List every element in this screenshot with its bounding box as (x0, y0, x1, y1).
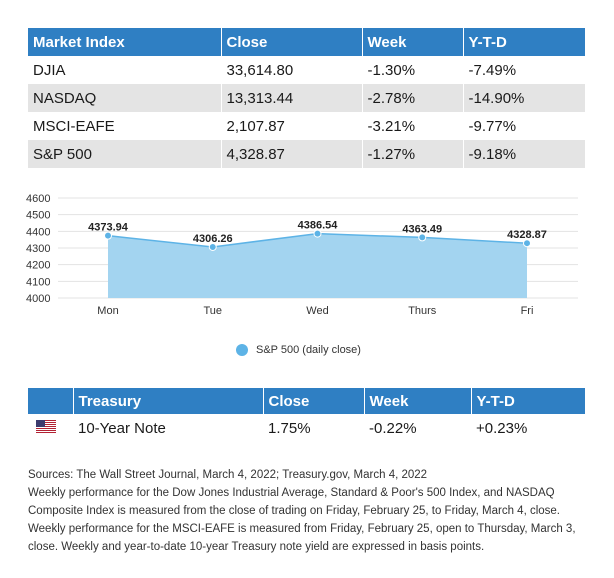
y-tick-label: 4300 (26, 243, 50, 255)
data-label: 4363.49 (402, 223, 442, 235)
market-table-header-row: Market Index Close Week Y-T-D (28, 28, 585, 56)
index-close: 13,313.44 (221, 84, 363, 112)
methodology-note-line: Composite Index is measured from the clo… (28, 505, 560, 517)
data-point (104, 231, 112, 240)
header-flag-spacer (28, 388, 74, 414)
header-week: Week (362, 28, 464, 56)
x-tick-label: Wed (306, 305, 328, 317)
x-tick-label: Fri (521, 305, 534, 317)
index-close: 2,107.87 (221, 112, 363, 140)
sp500-chart-svg: 4000 4100 4200 4300 4400 4500 4600 4373.94 4306.… (26, 193, 578, 317)
y-tick-label: 4500 (26, 210, 50, 222)
methodology-note-line: Weekly performance for the MSCI-EAFE is … (28, 523, 576, 535)
y-tick-label: 4600 (26, 193, 50, 205)
table-row: NASDAQ 13,313.44 -2.78% -14.90% (28, 84, 585, 112)
methodology-note-line: Weekly performance for the Dow Jones Ind… (28, 487, 555, 499)
x-tick-label: Tue (203, 305, 222, 317)
series-area (108, 233, 527, 298)
table-row: MSCI-EAFE 2,107.87 -3.21% -9.77% (28, 112, 585, 140)
header-ytd: Y-T-D (463, 28, 585, 56)
x-tick-label: Thurs (408, 305, 437, 317)
index-ytd: -14.90% (463, 84, 585, 112)
x-tick-label: Mon (97, 305, 118, 317)
y-tick-label: 4100 (26, 276, 50, 288)
index-ytd: -7.49% (463, 56, 585, 84)
legend-label: S&P 500 (daily close) (256, 344, 361, 356)
data-label: 4328.87 (507, 229, 547, 241)
sources-note: Sources: The Wall Street Journal, March … (28, 469, 428, 481)
treasury-table-header-row: Treasury Close Week Y-T-D (28, 388, 585, 414)
flag-cell (28, 414, 73, 442)
data-point (313, 229, 322, 238)
methodology-note-line: close. Weekly and year-to-date 10-year T… (28, 541, 485, 553)
index-name: MSCI-EAFE (28, 112, 222, 140)
data-point (418, 233, 427, 242)
index-week: -2.78% (362, 84, 464, 112)
treasury-name: 10-Year Note (73, 414, 263, 442)
footnotes: Sources: The Wall Street Journal, March … (28, 466, 598, 556)
index-name: NASDAQ (28, 84, 222, 112)
index-ytd: -9.77% (463, 112, 585, 140)
header-ytd: Y-T-D (471, 388, 585, 414)
index-week: -1.30% (362, 56, 464, 84)
header-close: Close (263, 388, 365, 414)
header-close: Close (221, 28, 363, 56)
header-week: Week (364, 388, 472, 414)
treasury-close: 1.75% (263, 414, 364, 442)
header-treasury: Treasury (73, 388, 264, 414)
y-tick-label: 4400 (26, 226, 50, 238)
table-row: DJIA 33,614.80 -1.30% -7.49% (28, 56, 585, 84)
treasury-ytd: +0.23% (471, 414, 585, 442)
data-label: 4306.26 (193, 233, 233, 245)
table-row: S&P 500 4,328.87 -1.27% -9.18% (28, 140, 585, 168)
y-tick-label: 4000 (26, 293, 50, 305)
index-week: -3.21% (362, 112, 464, 140)
index-ytd: -9.18% (463, 140, 585, 168)
index-close: 33,614.80 (221, 56, 363, 84)
index-name: DJIA (28, 56, 222, 84)
chart-legend: S&P 500 (daily close) (236, 342, 361, 358)
data-label: 4386.54 (298, 220, 339, 232)
data-point (208, 242, 217, 251)
us-flag-icon (36, 419, 56, 433)
treasury-table: Treasury Close Week Y-T-D 10- (28, 388, 585, 442)
market-index-table: Market Index Close Week Y-T-D DJIA 33,61… (28, 28, 585, 168)
index-close: 4,328.87 (221, 140, 363, 168)
data-point (523, 239, 531, 248)
index-week: -1.27% (362, 140, 464, 168)
y-tick-label: 4200 (26, 260, 50, 272)
header-market-index: Market Index (28, 28, 222, 56)
treasury-week: -0.22% (364, 414, 471, 442)
index-name: S&P 500 (28, 140, 222, 168)
table-row: 10-Year Note 1.75% -0.22% +0.23% (28, 414, 585, 442)
sp500-chart: 4000 4100 4200 4300 4400 4500 4600 4373.94 4306.… (0, 180, 614, 340)
legend-swatch-icon (236, 344, 248, 356)
data-label: 4373.94 (88, 222, 129, 234)
